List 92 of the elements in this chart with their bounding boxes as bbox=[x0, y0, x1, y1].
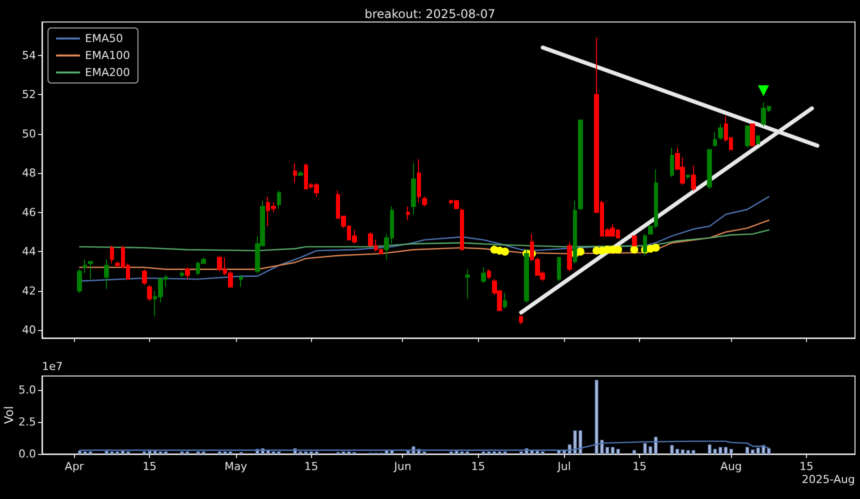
y-axis-title: Vol bbox=[2, 406, 16, 424]
bar bbox=[606, 446, 610, 454]
candlestick bbox=[686, 174, 690, 180]
line-series bbox=[79, 220, 770, 270]
y-tick-label: 2.5 bbox=[18, 416, 36, 429]
candlestick bbox=[88, 260, 93, 280]
bar bbox=[148, 450, 152, 454]
point bbox=[652, 244, 660, 252]
bar bbox=[676, 448, 680, 454]
candlestick bbox=[756, 135, 760, 144]
candlestick bbox=[567, 241, 572, 272]
candlestick bbox=[185, 266, 190, 280]
candlestick bbox=[691, 164, 696, 192]
candlestick bbox=[578, 120, 583, 211]
x-tick-label: Jul bbox=[556, 460, 571, 473]
candlestick bbox=[643, 233, 647, 256]
legend-label: EMA100 bbox=[85, 49, 130, 62]
y-tick-label: 52 bbox=[22, 88, 36, 102]
line-series bbox=[79, 440, 770, 451]
y-tick-label: 44 bbox=[22, 245, 36, 258]
bar bbox=[750, 450, 754, 454]
candlestick bbox=[83, 258, 87, 274]
candlestick bbox=[77, 268, 82, 294]
bar bbox=[767, 448, 771, 454]
candlestick bbox=[411, 162, 416, 215]
x-tick-label: Aug bbox=[720, 460, 742, 473]
legend-label: EMA50 bbox=[85, 32, 123, 45]
candlestick bbox=[110, 245, 114, 264]
y-tick-label: 46 bbox=[22, 206, 36, 219]
bar bbox=[746, 446, 750, 454]
y-tick-label: 50 bbox=[22, 127, 36, 140]
candlestick bbox=[460, 208, 464, 250]
bar bbox=[616, 448, 620, 454]
candlestick bbox=[670, 147, 674, 178]
candlestick bbox=[487, 268, 491, 280]
line-series bbox=[79, 229, 770, 252]
point bbox=[758, 85, 769, 96]
y-tick-label: 54 bbox=[22, 48, 36, 62]
x-tick-label: 15 bbox=[471, 460, 486, 473]
candlestick bbox=[707, 149, 712, 190]
candlestick bbox=[142, 268, 147, 286]
candlestick bbox=[503, 292, 507, 310]
bar bbox=[654, 436, 658, 454]
x-tick-label: 15 bbox=[142, 460, 157, 473]
candlestick bbox=[422, 196, 427, 207]
point bbox=[630, 246, 638, 254]
candlestick bbox=[277, 190, 281, 209]
candlestick bbox=[298, 170, 303, 176]
candlestick bbox=[573, 200, 577, 264]
candlestick bbox=[718, 124, 723, 140]
legend-label: EMA200 bbox=[85, 66, 130, 79]
candlestick bbox=[713, 131, 717, 146]
y-tick-label: 42 bbox=[22, 284, 36, 298]
chart-title: breakout: 2025-08-07 bbox=[364, 7, 496, 21]
candlestick bbox=[519, 316, 523, 325]
bar bbox=[78, 450, 82, 454]
bar bbox=[680, 450, 684, 454]
y-tick-label: 48 bbox=[22, 166, 36, 180]
bar bbox=[632, 450, 636, 454]
candlestick bbox=[293, 162, 297, 184]
bar bbox=[610, 446, 614, 454]
candlestick bbox=[406, 206, 410, 221]
candlestick bbox=[417, 158, 421, 204]
bar bbox=[724, 446, 728, 454]
x-tick-label: 15 bbox=[632, 460, 647, 473]
x-tick-label: May bbox=[224, 460, 248, 473]
y-tick-label: 40 bbox=[22, 324, 36, 337]
bar bbox=[670, 445, 674, 454]
candlestick bbox=[147, 284, 152, 302]
point bbox=[614, 246, 622, 254]
bar bbox=[121, 450, 125, 454]
point bbox=[576, 248, 584, 256]
point bbox=[501, 248, 510, 256]
x-tick-label: Jun bbox=[393, 460, 412, 473]
candlestick bbox=[180, 270, 184, 278]
candlestick bbox=[750, 124, 755, 146]
text: 2025-Aug bbox=[802, 473, 855, 486]
candlestick bbox=[481, 266, 486, 284]
text: 1e7 bbox=[42, 360, 63, 373]
x-tick-label: 15 bbox=[800, 460, 814, 473]
bar bbox=[536, 450, 540, 454]
x-tick-label: Apr bbox=[64, 460, 84, 473]
bar bbox=[729, 448, 733, 454]
candlestick bbox=[745, 126, 750, 148]
y-tick-label: 5.0 bbox=[18, 384, 36, 397]
y-tick-label: 0.0 bbox=[18, 448, 36, 460]
candlestick bbox=[557, 257, 561, 282]
x-tick-label: 15 bbox=[304, 460, 318, 473]
candlestick bbox=[465, 268, 470, 300]
line-series bbox=[79, 196, 770, 282]
candlestick bbox=[239, 274, 243, 288]
candlestick bbox=[104, 258, 109, 290]
